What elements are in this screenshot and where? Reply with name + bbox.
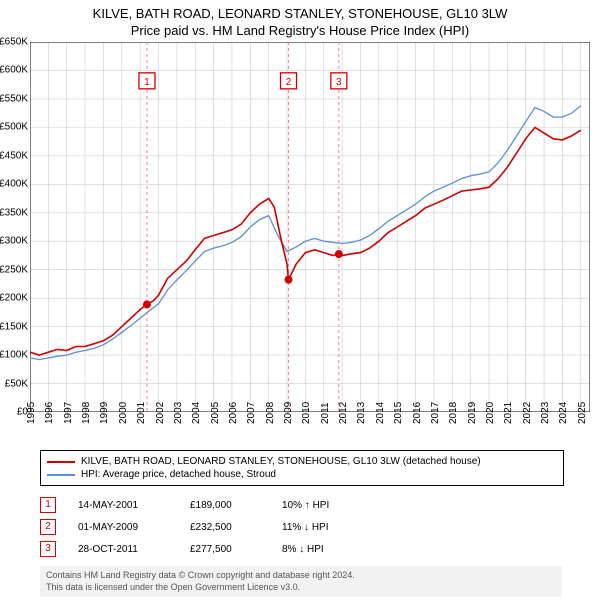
y-tick-label: £500K bbox=[0, 122, 28, 133]
x-tick-label: 2015 bbox=[393, 402, 404, 424]
chart-title: KILVE, BATH ROAD, LEONARD STANLEY, STONE… bbox=[0, 0, 600, 38]
event-price: £232,500 bbox=[190, 522, 260, 533]
x-tick-label: 2022 bbox=[522, 402, 533, 424]
y-tick-label: £300K bbox=[0, 236, 28, 247]
x-tick-label: 2023 bbox=[540, 402, 551, 424]
y-tick-label: £100K bbox=[0, 350, 28, 361]
x-tick-label: 2018 bbox=[448, 402, 459, 424]
x-tick-label: 2003 bbox=[173, 402, 184, 424]
event-number-badge: 3 bbox=[40, 541, 56, 557]
y-tick-label: £200K bbox=[0, 293, 28, 304]
y-tick-label: £250K bbox=[0, 264, 28, 275]
event-date: 14-MAY-2001 bbox=[78, 500, 168, 511]
event-date: 01-MAY-2009 bbox=[78, 522, 168, 533]
x-tick-label: 1999 bbox=[99, 402, 110, 424]
legend-label: HPI: Average price, detached house, Stro… bbox=[81, 469, 276, 480]
x-tick-label: 2000 bbox=[118, 402, 129, 424]
legend-swatch bbox=[47, 461, 75, 463]
event-number-badge: 1 bbox=[40, 497, 56, 513]
svg-text:2: 2 bbox=[286, 77, 292, 88]
plot-svg: 1 2 3 bbox=[30, 42, 590, 412]
x-tick-label: 2017 bbox=[430, 402, 441, 424]
svg-text:1: 1 bbox=[144, 77, 150, 88]
x-tick-label: 2007 bbox=[246, 402, 257, 424]
x-tick-label: 2019 bbox=[467, 402, 478, 424]
x-tick-label: 2021 bbox=[503, 402, 514, 424]
x-tick-label: 2024 bbox=[558, 402, 569, 424]
event-price: £189,000 bbox=[190, 500, 260, 511]
footer-line1: Contains HM Land Registry data © Crown c… bbox=[46, 570, 556, 582]
y-tick-label: £650K bbox=[0, 37, 28, 48]
x-tick-label: 2025 bbox=[577, 402, 588, 424]
events-table: 1 14-MAY-2001 £189,000 10% ↑ HPI 2 01-MAY-200… bbox=[40, 494, 560, 560]
x-tick-label: 2002 bbox=[155, 402, 166, 424]
event-row: 2 01-MAY-2009 £232,500 11% ↓ HPI bbox=[40, 516, 560, 538]
x-tick-label: 2013 bbox=[356, 402, 367, 424]
legend-swatch bbox=[47, 474, 75, 476]
x-tick-label: 2005 bbox=[210, 402, 221, 424]
legend-row: HPI: Average price, detached house, Stro… bbox=[47, 468, 557, 481]
x-tick-label: 2020 bbox=[485, 402, 496, 424]
y-tick-label: £450K bbox=[0, 150, 28, 161]
x-tick-label: 1997 bbox=[63, 402, 74, 424]
y-tick-label: £50K bbox=[5, 378, 28, 389]
event-row: 1 14-MAY-2001 £189,000 10% ↑ HPI bbox=[40, 494, 560, 516]
title-address: KILVE, BATH ROAD, LEONARD STANLEY, STONE… bbox=[0, 6, 600, 21]
legend-row: KILVE, BATH ROAD, LEONARD STANLEY, STONE… bbox=[47, 455, 557, 468]
x-tick-label: 2008 bbox=[265, 402, 276, 424]
x-tick-label: 2016 bbox=[412, 402, 423, 424]
x-tick-label: 2001 bbox=[136, 402, 147, 424]
legend-label: KILVE, BATH ROAD, LEONARD STANLEY, STONE… bbox=[81, 456, 481, 467]
x-tick-label: 2014 bbox=[375, 402, 386, 424]
x-tick-label: 1998 bbox=[81, 402, 92, 424]
x-tick-label: 2011 bbox=[320, 402, 331, 424]
event-hpi: 11% ↓ HPI bbox=[282, 522, 372, 533]
x-tick-label: 1995 bbox=[26, 402, 37, 424]
event-number-badge: 2 bbox=[40, 519, 56, 535]
title-subtitle: Price paid vs. HM Land Registry's House … bbox=[0, 23, 600, 38]
event-hpi: 8% ↓ HPI bbox=[282, 544, 372, 555]
x-tick-label: 1996 bbox=[44, 402, 55, 424]
y-tick-label: £150K bbox=[0, 321, 28, 332]
y-axis: £0£50K£100K£150K£200K£250K£300K£350K£400… bbox=[0, 42, 30, 412]
chart-container: KILVE, BATH ROAD, LEONARD STANLEY, STONE… bbox=[0, 0, 600, 597]
x-tick-label: 2004 bbox=[191, 402, 202, 424]
footer-attribution: Contains HM Land Registry data © Crown c… bbox=[40, 566, 562, 597]
event-price: £277,500 bbox=[190, 544, 260, 555]
event-date: 28-OCT-2011 bbox=[78, 544, 168, 555]
legend: KILVE, BATH ROAD, LEONARD STANLEY, STONE… bbox=[40, 450, 564, 486]
event-hpi: 10% ↑ HPI bbox=[282, 500, 372, 511]
x-axis: 1995199619971998199920002001200220032004… bbox=[30, 412, 590, 442]
plot-area: £0£50K£100K£150K£200K£250K£300K£350K£400… bbox=[30, 42, 590, 412]
y-tick-label: £600K bbox=[0, 65, 28, 76]
event-row: 3 28-OCT-2011 £277,500 8% ↓ HPI bbox=[40, 538, 560, 560]
x-tick-label: 2012 bbox=[338, 402, 349, 424]
svg-text:3: 3 bbox=[336, 77, 342, 88]
x-tick-label: 2009 bbox=[283, 402, 294, 424]
x-tick-label: 2006 bbox=[228, 402, 239, 424]
y-tick-label: £350K bbox=[0, 207, 28, 218]
y-tick-label: £550K bbox=[0, 93, 28, 104]
y-tick-label: £400K bbox=[0, 179, 28, 190]
x-tick-label: 2010 bbox=[301, 402, 312, 424]
footer-line2: This data is licensed under the Open Gov… bbox=[46, 582, 556, 594]
